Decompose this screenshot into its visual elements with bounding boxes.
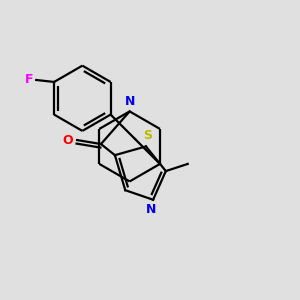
Text: S: S xyxy=(143,129,152,142)
Text: F: F xyxy=(25,74,33,86)
Text: O: O xyxy=(62,134,73,147)
Text: N: N xyxy=(124,95,135,108)
Text: N: N xyxy=(146,203,157,216)
